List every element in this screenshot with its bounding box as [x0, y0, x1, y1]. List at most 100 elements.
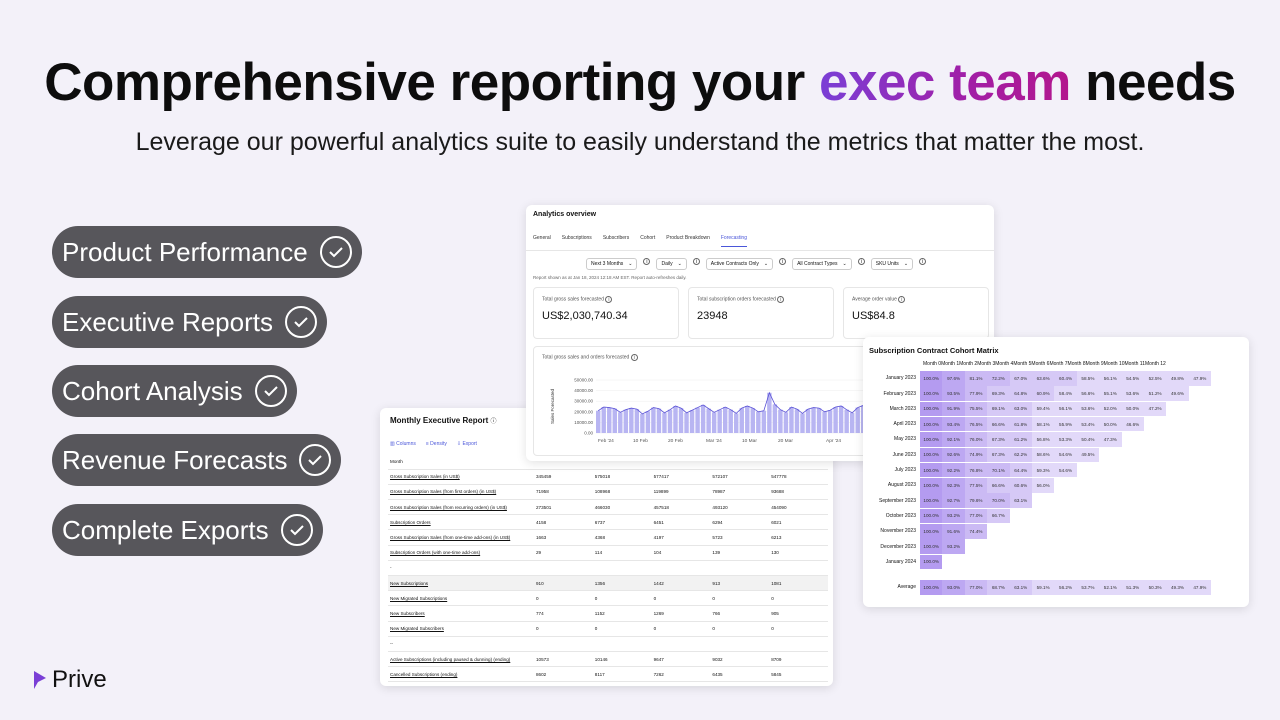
cohort-cell: 100.0%	[920, 386, 943, 401]
table-cell: 114	[592, 545, 652, 561]
exec-tool-columns[interactable]: ▥ Columns	[390, 441, 416, 447]
cohort-cell: 100.0%	[920, 554, 943, 570]
cohort-cell: 68.7%	[987, 580, 1010, 595]
cohort-cell: 61.8%	[1009, 416, 1032, 432]
cohort-cell: 53.4%	[1076, 416, 1100, 432]
cohort-cell: 59.1%	[1031, 580, 1055, 595]
chart-bar	[684, 412, 689, 433]
cohort-cell: 54.5%	[1121, 371, 1144, 386]
table-cell: 4158	[534, 514, 593, 531]
tab-general[interactable]: General	[533, 235, 551, 241]
feature-label: Executive Reports	[62, 306, 273, 337]
chart-title: Total gross sales and orders forecasted …	[542, 354, 638, 361]
table-cell: 345459	[534, 469, 593, 485]
chevron-down-icon: ⌄	[763, 261, 769, 267]
filter-select[interactable]: All Contract Types ⌄	[792, 258, 852, 270]
row-label[interactable]: New Migrated Subscriptions	[388, 590, 534, 607]
exec-tool-export[interactable]: ⇩ Export	[456, 441, 477, 447]
row-label[interactable]: Active Subscriptions (including paused &…	[388, 651, 534, 668]
table-cell: 0	[710, 590, 770, 607]
chart-bar	[772, 404, 778, 433]
row-label[interactable]: Gross Subscription Sales (from first ord…	[388, 484, 534, 501]
chart-bar	[855, 407, 860, 433]
filter-select[interactable]: Next 3 Months ⌄	[586, 258, 638, 270]
table-cell: 0	[534, 621, 593, 637]
prive-logo-icon	[34, 671, 46, 689]
cohort-cell: 77.0%	[964, 508, 988, 524]
cohort-cell: 67.0%	[1009, 371, 1032, 386]
row-label[interactable]: Gross Subscription Sales (from recurring…	[388, 499, 534, 516]
table-cell: 4197	[651, 529, 711, 546]
row-label[interactable]: Gross Subscription Sales (from one-time …	[388, 529, 534, 546]
row-label[interactable]: Cancelled Subscriptions (ending)	[388, 666, 534, 683]
cohort-cell: 67.3%	[987, 432, 1010, 447]
cohort-row: December 2023 100.0% 93.2%	[863, 539, 965, 554]
cohort-cell: 70.0%	[987, 493, 1010, 508]
tab-subscribers[interactable]: Subscribers	[602, 235, 630, 241]
chart-bar	[811, 407, 816, 433]
row-label[interactable]: Subscription Orders	[388, 514, 534, 531]
cohort-cell: 93.0%	[942, 580, 965, 595]
table-cell: 6021	[769, 514, 828, 531]
row-label[interactable]: -	[388, 560, 534, 577]
table-cell: 577417	[651, 469, 711, 485]
table-row: --	[388, 636, 828, 652]
cohort-cell: 92.1%	[942, 432, 965, 447]
row-label[interactable]: --	[388, 636, 534, 652]
chart-bar	[634, 409, 640, 433]
table-cell: 104	[651, 545, 711, 561]
cohort-cell: 81.1%	[964, 371, 988, 386]
table-cell	[710, 560, 770, 577]
cohort-cell: 100.0%	[920, 371, 943, 386]
row-label[interactable]: New Migrated Subscribers	[388, 621, 534, 637]
headline: Comprehensive reporting your exec team n…	[44, 53, 1236, 112]
table-cell: 1356	[592, 575, 652, 592]
info-icon: i	[777, 296, 785, 303]
cohort-cell: 61.2%	[1009, 432, 1032, 447]
table-cell: 774	[534, 605, 593, 622]
filter-select[interactable]: Active Contracts Only ⌄	[705, 258, 774, 270]
filter-select[interactable]: Daily ⌄	[656, 258, 687, 270]
chart-bar	[651, 407, 656, 433]
tab-cohort[interactable]: Cohort	[640, 235, 656, 241]
exec-tool-density[interactable]: ≡ Density	[425, 441, 447, 447]
table-row: New Migrated Subscriptions 0 0 0 0 0	[388, 590, 828, 607]
table-cell: 6737	[592, 514, 652, 531]
tab-subscriptions[interactable]: Subscriptions	[561, 235, 592, 241]
table-cell: 10146	[592, 651, 652, 668]
cohort-row-label: April 2023	[893, 421, 916, 428]
cohort-cell: 47.3%	[1099, 432, 1122, 447]
chart-bar	[678, 408, 684, 433]
chart-bar	[656, 408, 662, 433]
chart-bar	[849, 412, 855, 433]
tab-product-breakdown[interactable]: Product Breakdown	[666, 235, 710, 241]
cohort-cell: 52.1%	[1099, 580, 1122, 595]
cohort-cell: 60.4%	[1054, 371, 1077, 386]
tab-forecasting[interactable]: Forecasting	[720, 235, 747, 247]
row-label[interactable]: New Subscriptions	[388, 575, 534, 592]
chart-bar	[662, 412, 667, 433]
cohort-cell: 47.9%	[1188, 371, 1212, 386]
row-label[interactable]: Subscription Orders (with one-time add-o…	[388, 545, 534, 561]
headline-highlight: exec team	[819, 53, 1071, 112]
cohort-title: Subscription Contract Cohort Matrix	[869, 346, 999, 355]
y-tick-label: 0.00	[584, 431, 593, 436]
kpi-label: Average order value i	[852, 296, 906, 303]
cohort-cell: 66.6%	[987, 416, 1010, 432]
chart-bar	[767, 392, 772, 433]
row-label[interactable]: New Subscribers	[388, 605, 534, 622]
cohort-cell: 51.3%	[1121, 580, 1144, 595]
cohort-cell: 49.8%	[1166, 371, 1189, 386]
table-cell: 0	[592, 621, 652, 637]
cohort-row-label: December 2023	[880, 543, 916, 550]
cohort-row-label: October 2023	[885, 512, 916, 519]
table-cell	[651, 560, 711, 577]
chevron-down-icon: ⌄	[903, 261, 909, 267]
cohort-row: June 2023 100.0% 92.6% 74.9% 67.3% 62.2% 58.6%…	[863, 447, 1100, 462]
cohort-row-label: November 2023	[880, 528, 916, 535]
x-tick-label: 10 Feb	[633, 438, 648, 444]
filter-select[interactable]: SKU Units ⌄	[870, 258, 914, 270]
table-cell: 6294	[710, 514, 770, 531]
cohort-cell: 53.6%	[1076, 401, 1100, 417]
row-label[interactable]: Gross Subscription Sales (in US$)	[388, 469, 534, 485]
